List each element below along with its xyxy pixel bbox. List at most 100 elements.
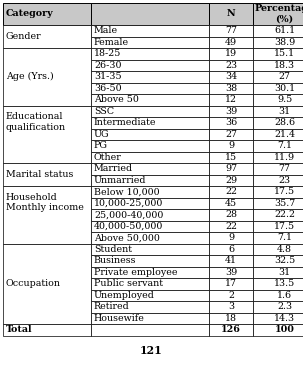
Bar [253, 301, 303, 313]
Text: 18: 18 [225, 314, 237, 323]
Text: 100: 100 [275, 325, 295, 334]
Bar [91, 60, 209, 71]
Text: Married: Married [94, 164, 133, 173]
Bar [209, 3, 253, 25]
Bar [209, 106, 253, 117]
Bar [253, 129, 303, 140]
Text: Private employee: Private employee [94, 268, 178, 277]
Text: 38: 38 [225, 84, 237, 93]
Text: UG: UG [94, 130, 110, 139]
Bar [209, 37, 253, 48]
Text: 38.9: 38.9 [274, 38, 295, 47]
Bar [91, 278, 209, 289]
Text: 9.5: 9.5 [277, 95, 292, 104]
Bar [253, 82, 303, 94]
Bar [91, 3, 209, 25]
Bar [91, 175, 209, 186]
Text: 15.1: 15.1 [274, 49, 295, 58]
Bar [91, 37, 209, 48]
Text: 31: 31 [278, 268, 291, 277]
Bar [253, 106, 303, 117]
Text: 36: 36 [225, 118, 237, 127]
Bar [91, 94, 209, 106]
Text: 9: 9 [228, 233, 234, 242]
Bar [3, 324, 91, 335]
Text: 45: 45 [225, 199, 237, 208]
Text: SSC: SSC [94, 107, 114, 116]
Text: Other: Other [94, 153, 122, 162]
Bar [253, 289, 303, 301]
Text: Above 50: Above 50 [94, 95, 139, 104]
Bar [91, 117, 209, 129]
Bar [91, 82, 209, 94]
Bar [209, 289, 253, 301]
Bar [91, 209, 209, 220]
Text: 18.3: 18.3 [274, 61, 295, 70]
Bar [209, 129, 253, 140]
Bar [253, 197, 303, 209]
Bar [209, 232, 253, 244]
Text: 11.9: 11.9 [274, 153, 295, 162]
Text: 36-50: 36-50 [94, 84, 122, 93]
Text: Male: Male [94, 26, 118, 35]
Bar [91, 266, 209, 278]
Text: 121: 121 [140, 345, 163, 357]
Text: 31-35: 31-35 [94, 72, 122, 81]
Bar [209, 255, 253, 266]
Text: 15: 15 [225, 153, 237, 162]
Bar [209, 278, 253, 289]
Text: Business: Business [94, 256, 136, 265]
Text: 27: 27 [278, 72, 291, 81]
Bar [253, 232, 303, 244]
Bar [3, 106, 91, 163]
Text: 25,000-40,000: 25,000-40,000 [94, 210, 163, 219]
Text: 17: 17 [225, 279, 237, 288]
Bar [91, 186, 209, 197]
Text: Unemployed: Unemployed [94, 291, 155, 300]
Bar [3, 48, 91, 106]
Text: Above 50,000: Above 50,000 [94, 233, 160, 242]
Bar [209, 163, 253, 175]
Text: 2: 2 [228, 291, 234, 300]
Text: Student: Student [94, 245, 132, 254]
Bar [253, 37, 303, 48]
Bar [253, 209, 303, 220]
Text: N: N [227, 9, 235, 19]
Text: Educational
qualification: Educational qualification [6, 112, 66, 132]
Bar [209, 94, 253, 106]
Text: 6: 6 [228, 245, 234, 254]
Bar [209, 220, 253, 232]
Bar [253, 25, 303, 37]
Text: Public servant: Public servant [94, 279, 163, 288]
Text: 26-30: 26-30 [94, 61, 122, 70]
Bar [253, 117, 303, 129]
Text: 30.1: 30.1 [274, 84, 295, 93]
Bar [253, 48, 303, 60]
Bar [253, 186, 303, 197]
Bar [253, 94, 303, 106]
Text: 17.5: 17.5 [274, 187, 295, 196]
Bar [209, 25, 253, 37]
Bar [91, 324, 209, 335]
Text: Retired: Retired [94, 302, 130, 311]
Text: Below 10,000: Below 10,000 [94, 187, 160, 196]
Bar [253, 3, 303, 25]
Bar [91, 289, 209, 301]
Text: Marital status: Marital status [6, 170, 73, 179]
Text: 22: 22 [225, 187, 237, 196]
Text: 31: 31 [278, 107, 291, 116]
Text: Female: Female [94, 38, 129, 47]
Bar [91, 197, 209, 209]
Bar [91, 255, 209, 266]
Bar [209, 324, 253, 335]
Text: 4.8: 4.8 [277, 245, 292, 254]
Bar [91, 163, 209, 175]
Bar [209, 197, 253, 209]
Bar [253, 324, 303, 335]
Bar [91, 71, 209, 82]
Bar [253, 220, 303, 232]
Text: 41: 41 [225, 256, 237, 265]
Bar [91, 140, 209, 151]
Bar [209, 151, 253, 163]
Text: Household
Monthly income: Household Monthly income [6, 193, 84, 212]
